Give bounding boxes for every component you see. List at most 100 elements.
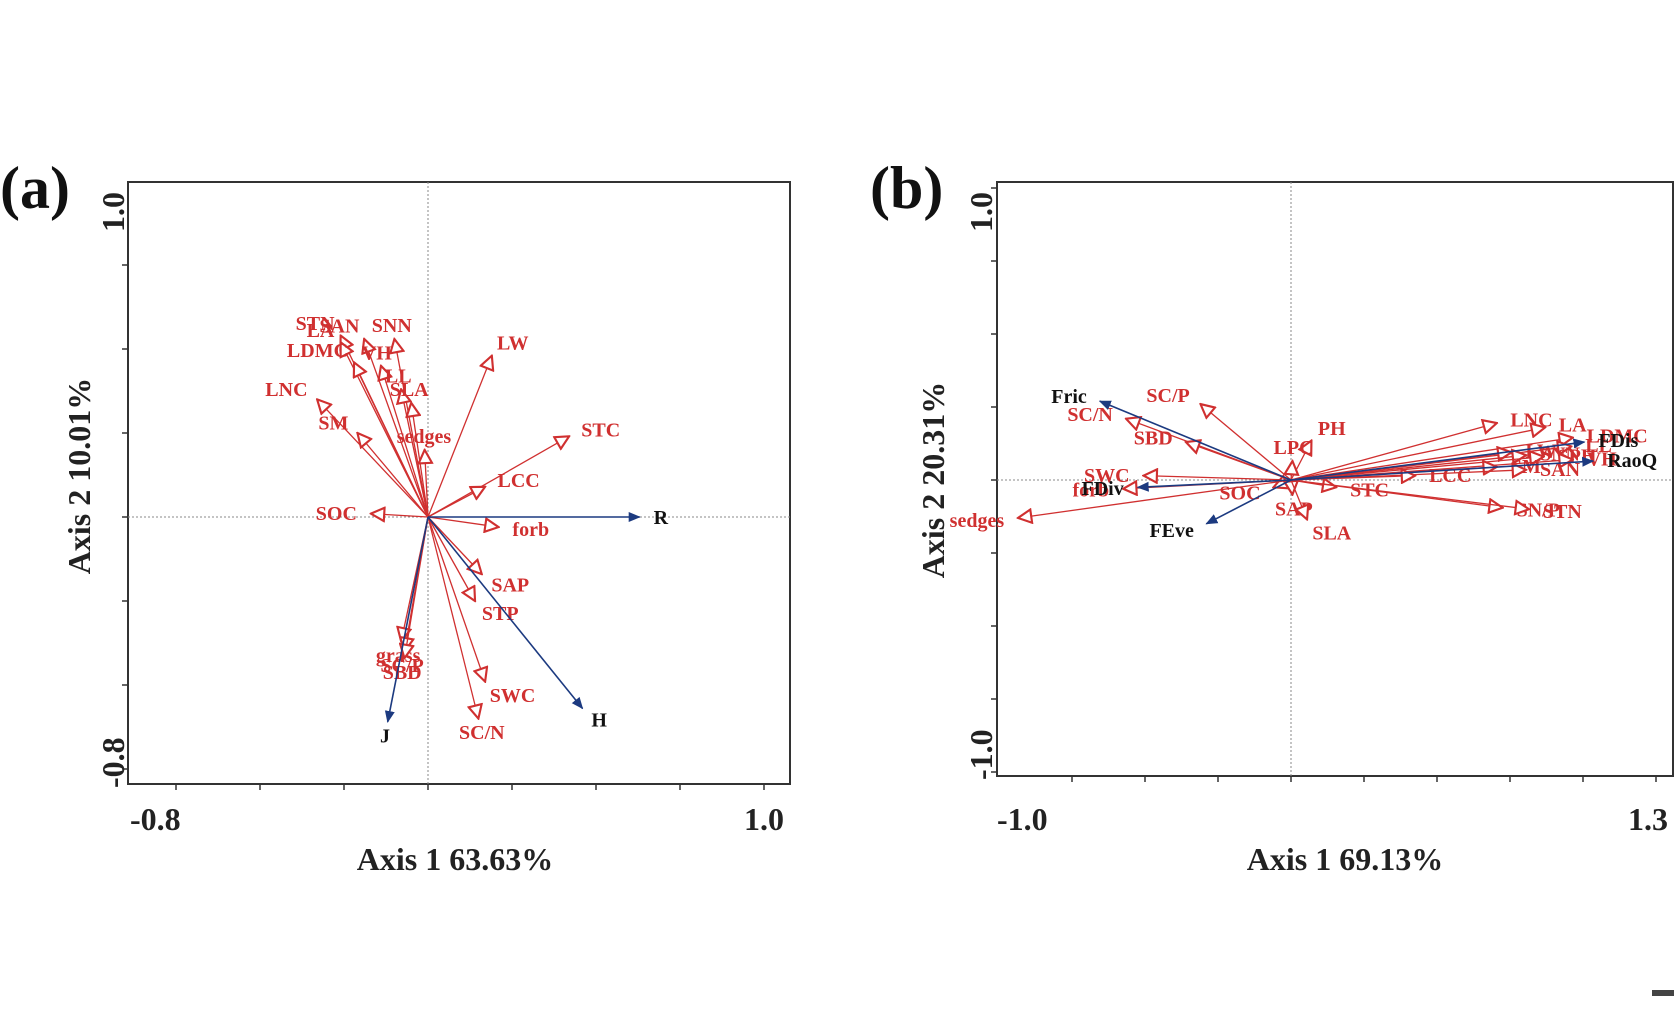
panel-b-vector-fdis <box>1290 438 1586 481</box>
panel-a-vector-sedges <box>425 450 428 518</box>
panel-b-vector-label-fdiv: FDiv <box>1081 478 1123 500</box>
panel-a-vector-label-sap: SAP <box>491 574 529 596</box>
panel-b-vector-label-sla: SLA <box>1312 522 1351 544</box>
corner-mark <box>1652 990 1674 996</box>
panel-a-vector-lcc <box>427 487 485 518</box>
panel-b-vector-label-la: LA <box>1559 415 1587 437</box>
panel-a-vector-label-sedges: sedges <box>397 426 452 448</box>
panel-b-vector-label-ph: PH <box>1318 418 1346 440</box>
panel-b-vector-label-sc-p: SC/P <box>1146 385 1189 407</box>
panel-b-vector-stn <box>1290 479 1529 509</box>
panel-a-vector-label-sbd: SBD <box>383 662 422 684</box>
panel-a-x-tick-min: -0.8 <box>130 801 181 837</box>
panel-b-vector-label-swc: SWC <box>1084 465 1130 487</box>
panel-b-vector-sap <box>1291 480 1292 495</box>
panel-a-y-tick-max: 1.0 <box>95 192 131 232</box>
panel-a-vector-lw <box>427 356 492 518</box>
panel-b-x-tick-min: -1.0 <box>997 801 1048 837</box>
panel-a-vector-sc-n <box>427 516 478 719</box>
panel-a-vector-label-snn: SNN <box>372 315 413 337</box>
panel-a-vector-label-swc: SWC <box>490 685 536 707</box>
panel-a-frame <box>127 181 791 785</box>
panel-a-x-axis-title: Axis 1 63.63% <box>357 841 553 877</box>
panel-a-vector-label-lnc: LNC <box>265 379 307 401</box>
panel-a-vector-stp <box>427 516 475 601</box>
panel-a-vector-label-ldmc: LDMC <box>287 340 348 362</box>
panel-b-vector-sph <box>1290 457 1544 481</box>
panel-a-vector-label-r: R <box>654 507 669 529</box>
panel-a-y-axis-title: Axis 2 10.01% <box>61 378 97 574</box>
panel-b-vector-fdiv <box>1136 479 1292 492</box>
panel-a-vector-label-h: H <box>591 709 607 731</box>
panel-a-vector-label-sla: SLA <box>390 379 429 401</box>
panel-a-vector-label-lw: LW <box>497 333 529 355</box>
panel-b-vector-label-stn: STN <box>1543 501 1582 523</box>
panel-a-vector-lnc <box>317 399 429 518</box>
panel-b-vector-label-ll: LL <box>1585 435 1612 457</box>
panel-b-vector-la <box>1290 427 1545 481</box>
panel-b-x-tick-max: 1.3 <box>1628 801 1668 837</box>
panel-a-vector-h <box>427 516 584 710</box>
panel-b-vector-label-forb: forb <box>1072 479 1109 501</box>
panel-a-vector-label-sm: SM <box>318 412 348 434</box>
panel-b-vector-ldmc <box>1290 438 1573 481</box>
panel-b-label: (b) <box>870 155 943 221</box>
panel-b-y-axis-title: Axis 2 20.31% <box>915 382 951 578</box>
panel-b-vector-label-san: SAN <box>1540 459 1581 481</box>
panel-b-vector-label-sm: SM <box>1511 456 1541 478</box>
panel-a: (a) -0.8 1.0 1.0 -0.8 Axis 1 63.63% Axis… <box>0 155 791 877</box>
panel-a-vector-stc <box>427 436 569 518</box>
panel-a-ticks <box>122 264 765 790</box>
panel-a-vector-label-lcc: LCC <box>497 470 539 492</box>
panel-b-frame <box>996 181 1674 777</box>
panel-b-vector-label-sap: SAP <box>1275 499 1313 521</box>
panel-b-vector-label-lpc: LPC <box>1274 437 1314 459</box>
panel-a-vector-label-stp: STP <box>482 603 519 625</box>
panel-a-vector-label-vh: VH <box>362 342 392 364</box>
panel-b-ticks <box>991 187 1657 782</box>
panel-b-vector-sc-p <box>1200 404 1292 481</box>
panel-a-vector-forb <box>427 516 499 527</box>
panel-b-vector-label-ldmc: LDMC <box>1587 426 1648 448</box>
panel-a-vector-sap <box>427 516 482 574</box>
panel-a-vector-label-sc-n: SC/N <box>459 722 505 744</box>
panel-a-vector-label-sc-p: SC/P <box>380 655 423 677</box>
panel-a-vector-san <box>364 339 429 518</box>
panel-a-vector-label-stc: STC <box>581 419 620 441</box>
panel-a-vector-label-j: J <box>380 726 390 748</box>
panel-b-y-tick-max: 1.0 <box>963 192 999 232</box>
panel-a-vector-ldmc <box>354 362 429 518</box>
panel-a-y-tick-min: -0.8 <box>95 737 131 788</box>
panel-a-label: (a) <box>0 155 70 221</box>
panel-b-vector-raoq <box>1290 456 1595 481</box>
panel-a-vector-label-forb: forb <box>512 519 549 541</box>
panel-b-y-tick-min: -1.0 <box>963 729 999 780</box>
panel-a-x-tick-max: 1.0 <box>744 801 784 837</box>
panel-b-vector-label-soc: SOC <box>1219 483 1260 505</box>
panel-b-vector-fric <box>1098 400 1292 481</box>
panel-b-vector-label-sbd: SBD <box>1134 427 1173 449</box>
panel-b: (b) -1.0 1.3 1.0 -1.0 Axis 1 69.13% Axis… <box>870 155 1674 877</box>
panel-b-vector-feve <box>1205 479 1292 525</box>
panel-a-vector-label-la: LA <box>307 320 335 342</box>
panel-b-vector-sla <box>1290 479 1307 519</box>
panel-b-x-axis-title: Axis 1 69.13% <box>1247 841 1443 877</box>
panel-a-vector-j <box>384 516 429 723</box>
panel-a-vector-label-stn: STN <box>296 313 335 335</box>
panel-b-vector-label-lnc: LNC <box>1510 409 1552 431</box>
panel-b-vector-label-fdis: FDis <box>1598 430 1638 452</box>
panel-a-vector-swc <box>427 516 485 682</box>
panel-b-vector-swc <box>1144 476 1292 480</box>
panel-b-vector-lnc <box>1290 423 1497 481</box>
panel-a-vector-label-ll: LL <box>385 366 412 388</box>
panel-b-vector-sbd <box>1186 442 1292 481</box>
panel-a-vector-sm <box>357 433 429 518</box>
panel-b-vector-lpc <box>1291 461 1292 481</box>
panel-b-vector-sedges <box>1018 479 1292 518</box>
panel-a-vector-label-soc: SOC <box>316 503 357 525</box>
panel-b-vector-label-sedges: sedges <box>950 510 1005 532</box>
panel-b-vector-label-vh: VH <box>1587 449 1617 471</box>
